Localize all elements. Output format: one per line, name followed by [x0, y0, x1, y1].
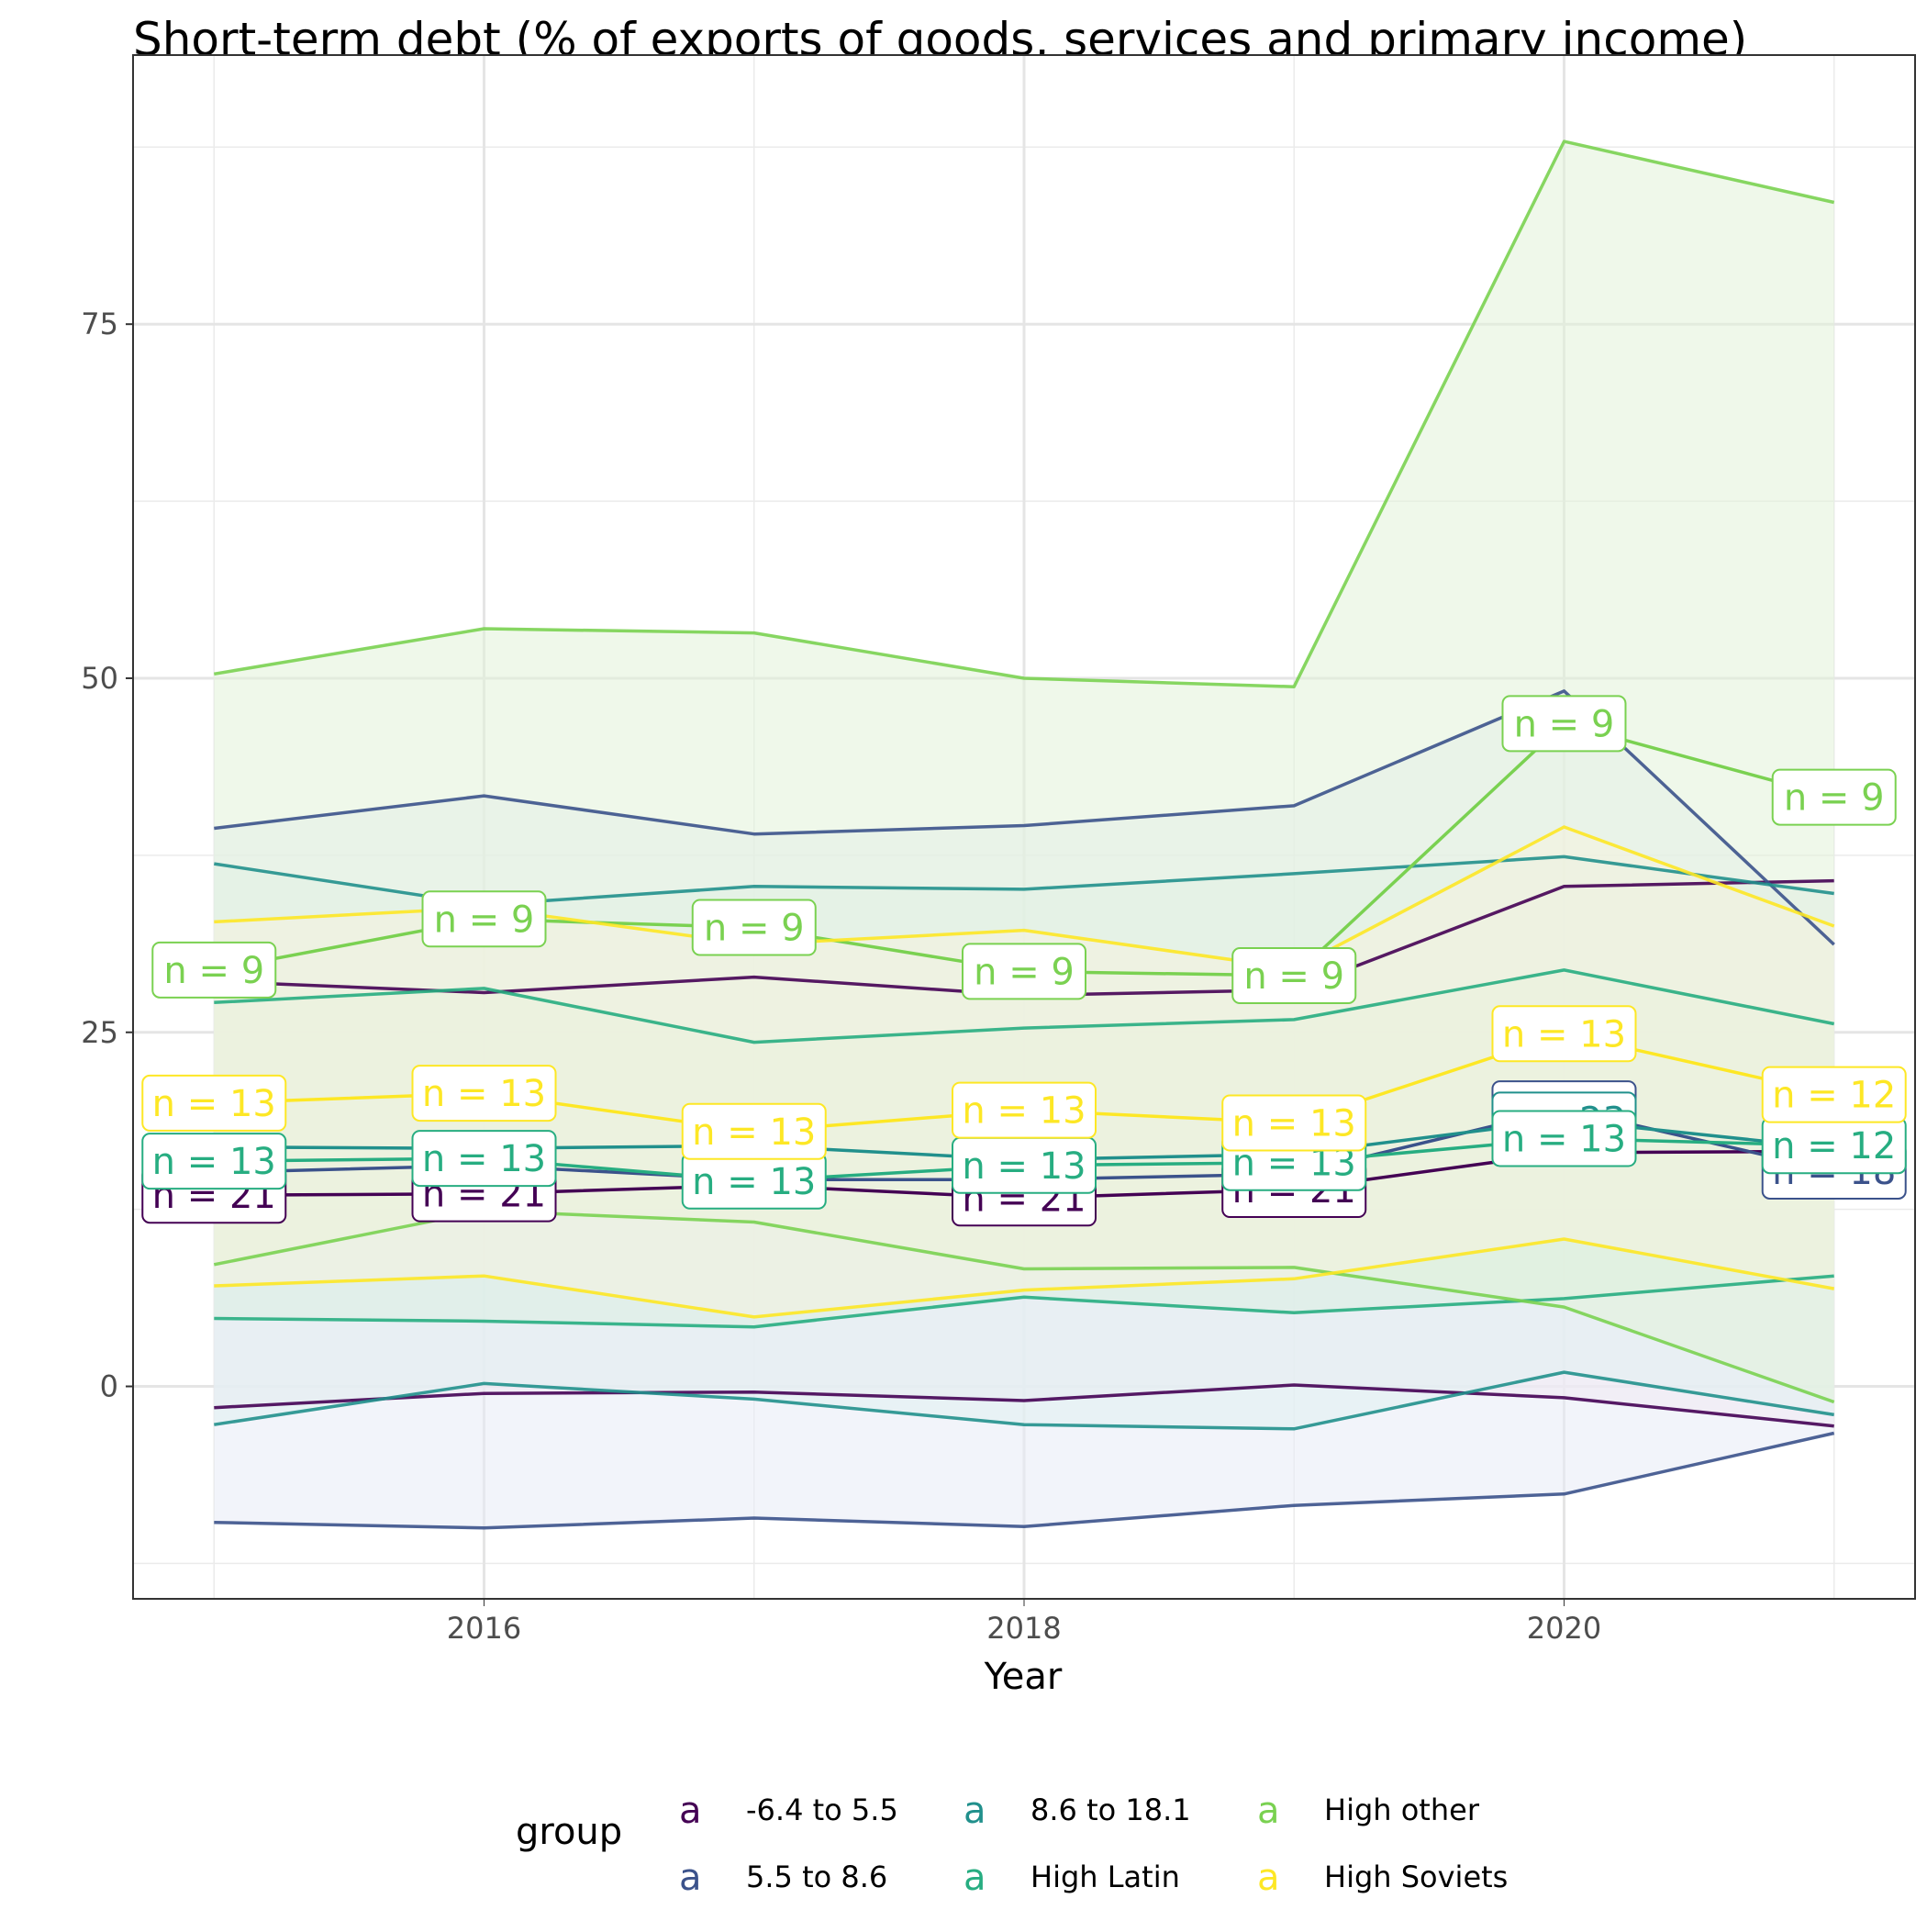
- count-label: n = 9: [704, 908, 805, 950]
- series-line-upper: [214, 140, 1835, 688]
- x-tick-label: 2020: [1527, 1611, 1601, 1646]
- count-label: n = 13: [152, 1083, 276, 1125]
- count-label-box: [421, 890, 547, 948]
- count-label: n = 13: [1502, 1118, 1626, 1160]
- legend-key-glyph: a: [964, 1857, 986, 1899]
- count-label-box: [1221, 1094, 1367, 1152]
- series-line-lower: [214, 1237, 1835, 1319]
- plot-panel: n = 21n = 21n = 21n = 21n = 23n = 18n = …: [132, 54, 1916, 1600]
- count-label: n = 9: [1784, 777, 1885, 820]
- count-label-box: [681, 1102, 827, 1160]
- x-tick-label: 2018: [986, 1611, 1061, 1646]
- count-label-box: [1501, 695, 1627, 753]
- count-label: n = 12: [1772, 1075, 1896, 1117]
- count-label: n = 9: [974, 951, 1075, 993]
- y-tick-label: 75: [81, 307, 118, 341]
- count-label-box: [1491, 1005, 1637, 1063]
- count-label-box: [1491, 1110, 1637, 1167]
- legend-key-glyph: a: [1257, 1790, 1280, 1832]
- legend-label: High Soviets: [1324, 1859, 1508, 1894]
- count-label-box: [411, 1065, 557, 1122]
- legend-label: High Latin: [1030, 1859, 1180, 1894]
- legend: group a -6.4 to 5.5 a 5.5 to 8.6 a 8.6 to 18.…: [516, 1790, 1508, 1899]
- count-label-box: [952, 1081, 1097, 1139]
- count-label: n = 13: [422, 1073, 546, 1115]
- count-label-box: [691, 899, 817, 956]
- legend-label: 8.6 to 18.1: [1030, 1792, 1191, 1827]
- series-line-lower: [214, 1383, 1834, 1428]
- count-label: n = 13: [962, 1145, 1086, 1188]
- count-label-box: [1771, 768, 1897, 826]
- count-label: n = 13: [962, 1090, 1086, 1133]
- ribbon-band: [214, 827, 1834, 1317]
- count-label: n = 13: [422, 1138, 546, 1180]
- count-label: n = 12: [1772, 1125, 1896, 1167]
- count-label-box: [1761, 1066, 1907, 1123]
- series-line-upper: [214, 968, 1835, 1044]
- count-label-box: [1231, 947, 1357, 1005]
- count-label-box: [141, 1133, 287, 1190]
- count-label: n = 13: [692, 1161, 816, 1203]
- count-label: n = 13: [1502, 1013, 1626, 1055]
- legend-items: a -6.4 to 5.5 a 5.5 to 8.6 a 8.6 to 18.1 a High…: [679, 1790, 1508, 1899]
- count-label: n = 9: [1514, 703, 1615, 745]
- count-label-box: [141, 1074, 287, 1132]
- legend-label: 5.5 to 8.6: [746, 1859, 887, 1894]
- count-label-box: [411, 1130, 557, 1188]
- x-axis-title: Year: [984, 1656, 1063, 1698]
- count-label: n = 9: [163, 950, 264, 992]
- count-label: n = 9: [434, 899, 535, 941]
- legend-key-glyph: a: [964, 1790, 986, 1832]
- count-label-box: [151, 941, 277, 999]
- series-line-lower: [214, 1274, 1834, 1329]
- legend-key-glyph: a: [679, 1790, 702, 1832]
- count-label: n = 13: [692, 1111, 816, 1154]
- legend-key-glyph: a: [1257, 1857, 1280, 1899]
- series-line-upper: [214, 689, 1835, 946]
- legend-key-glyph: a: [679, 1857, 702, 1899]
- axes: 0 25 50 75 2016 2018 2020: [81, 307, 1601, 1646]
- legend-label: -6.4 to 5.5: [746, 1792, 898, 1827]
- count-labels: n = 21n = 21n = 21n = 21n = 23n = 18n = …: [141, 695, 1907, 1227]
- count-label: n = 9: [1243, 955, 1344, 998]
- y-tick-label: 0: [100, 1369, 118, 1404]
- legend-label: High other: [1324, 1792, 1480, 1827]
- x-tick-label: 2016: [447, 1611, 521, 1646]
- count-label-box: [962, 943, 1086, 1000]
- legend-title: group: [516, 1811, 622, 1853]
- count-label: n = 13: [152, 1141, 276, 1183]
- y-tick-label: 25: [81, 1015, 118, 1050]
- series-line-lower: [214, 1431, 1835, 1530]
- count-label: n = 13: [1232, 1103, 1356, 1145]
- y-tick-label: 50: [81, 661, 118, 696]
- series-line-lower: [214, 1370, 1834, 1431]
